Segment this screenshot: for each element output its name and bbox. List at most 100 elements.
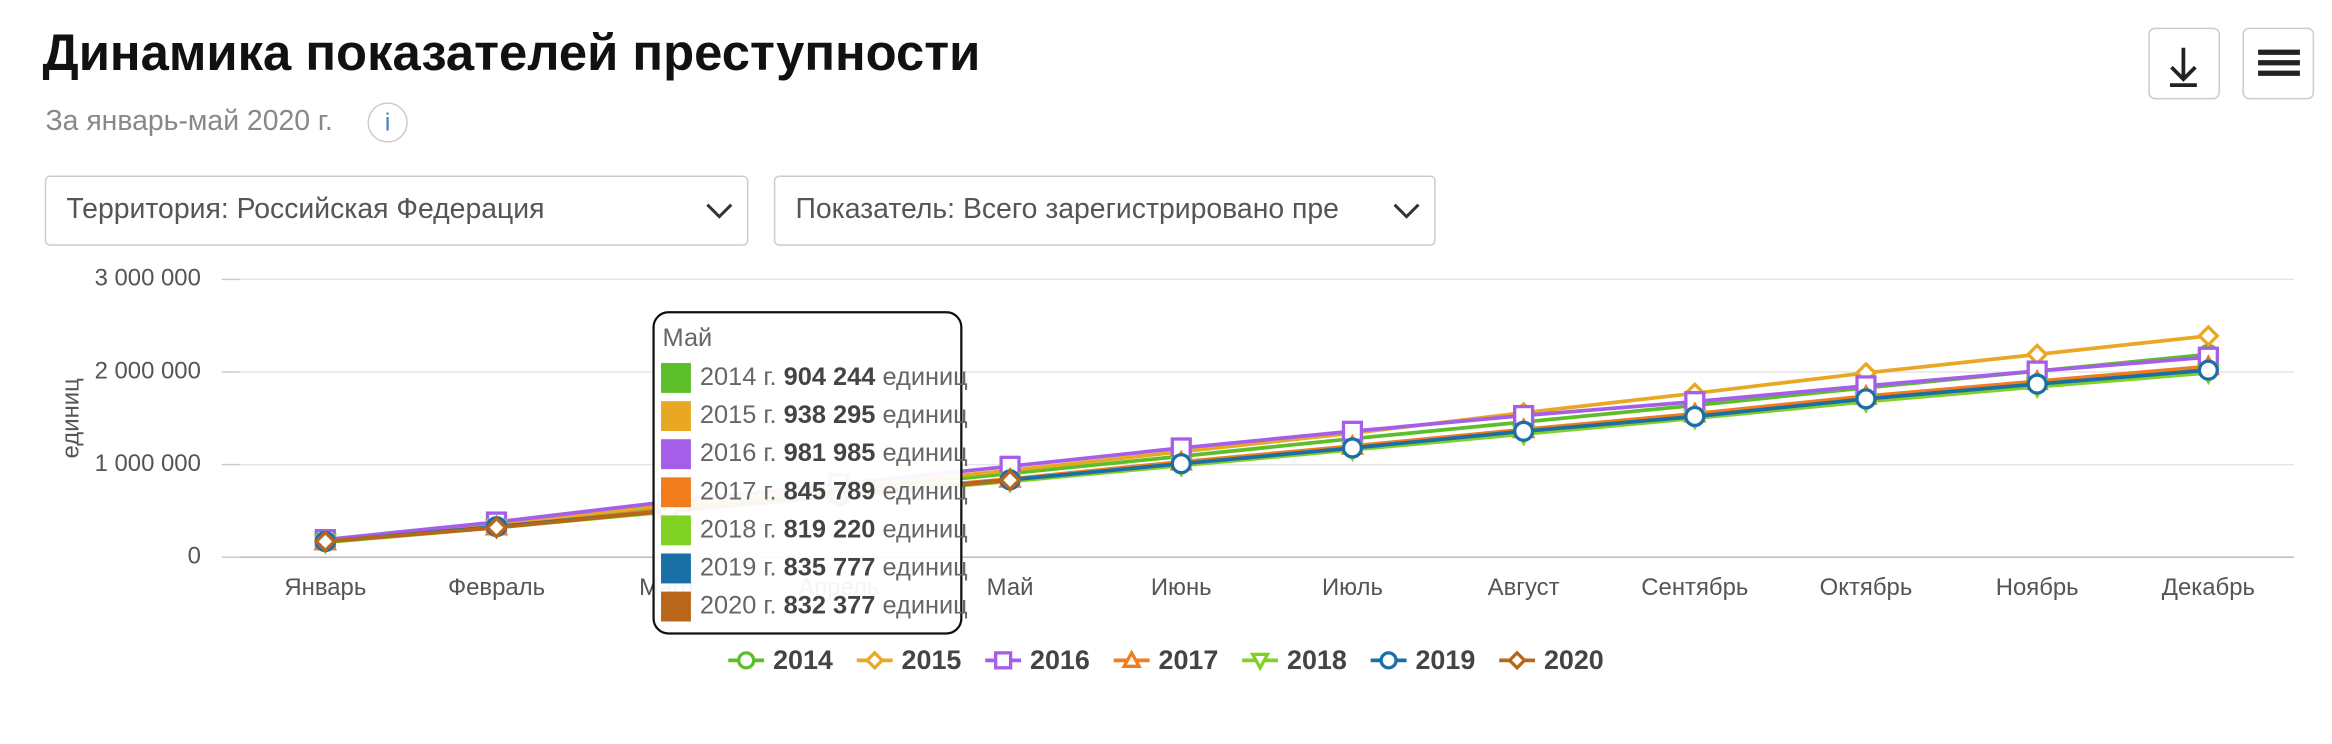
tooltip-part: 904 244 (784, 363, 876, 391)
marker (864, 650, 885, 671)
marker (1249, 652, 1271, 672)
tooltip-swatch (661, 515, 691, 546)
menu-icon (2258, 49, 2300, 76)
tooltip-part: 2020 (700, 591, 756, 619)
marker (2197, 359, 2219, 381)
territory-select[interactable] (44, 175, 749, 246)
tooltip-part: 938 295 (784, 401, 876, 429)
tooltip-swatch (661, 591, 691, 622)
y-tick-label: 3 000 000 (95, 265, 201, 292)
x-tick-label: Октябрь (1820, 574, 1913, 601)
x-tick-label: Август (1488, 574, 1560, 601)
tooltip-part: 2014 (700, 363, 756, 391)
download-icon (2169, 47, 2197, 88)
territory-text: Территория: Российская Федерация (66, 193, 544, 225)
tooltip-part: единиц (882, 515, 967, 543)
marker (1379, 651, 1398, 670)
legend-label: 2017 (1159, 645, 1219, 675)
tooltip-part: единиц (882, 363, 967, 391)
tooltip-swatch (661, 553, 691, 584)
y-tick-label: 0 (188, 543, 201, 570)
title: Динамика показателей преступности (43, 24, 981, 81)
tooltip-part: 2018 (700, 515, 756, 543)
legend-label: 2018 (1287, 645, 1347, 675)
subtitle: За январь-май 2020 г. (46, 105, 333, 137)
tooltip-row: 2015 г. 938 295 единиц (700, 401, 968, 429)
tooltip-swatch (661, 477, 691, 508)
tooltip (652, 311, 963, 635)
marker (1341, 437, 1364, 459)
marker (1121, 649, 1142, 668)
marker (314, 530, 337, 553)
x-tick-label: Июль (1322, 574, 1383, 601)
indicator-select[interactable] (773, 175, 1436, 246)
tooltip-part: единиц (882, 553, 967, 581)
legend-label: 2019 (1415, 645, 1475, 675)
x-tick-label: Сентябрь (1641, 574, 1748, 601)
tooltip-part: г. (763, 401, 776, 429)
marker (485, 516, 508, 539)
marker (1513, 420, 1535, 442)
tooltip-part: г. (763, 363, 776, 391)
legend-label: 2020 (1544, 645, 1604, 675)
marker (1855, 388, 1877, 410)
tooltip-part: 835 777 (784, 553, 876, 581)
tooltip-part: г. (763, 439, 776, 467)
tooltip-swatch (661, 439, 691, 470)
tooltip-part: 845 789 (784, 477, 876, 505)
chevron (1393, 203, 1420, 219)
x-tick-label: Май (987, 574, 1034, 601)
tooltip-row: 2018 г. 819 220 единиц (700, 515, 968, 543)
x-tick-label: Ноябрь (1996, 574, 2079, 601)
indicator-text: Показатель: Всего зарегистрировано пре (795, 193, 1338, 225)
tooltip-row: 2016 г. 981 985 единиц (700, 439, 968, 467)
legend-label: 2015 (902, 645, 962, 675)
marker (1684, 405, 1706, 428)
x-tick-label: Июнь (1151, 574, 1212, 601)
y-tick-label: 1 000 000 (95, 450, 201, 477)
tooltip-part: 2017 (700, 477, 756, 505)
tooltip-part: г. (763, 515, 776, 543)
x-tick-label: Январь (284, 574, 366, 601)
y-tick-label: 2 000 000 (95, 357, 201, 384)
tooltip-row: 2019 г. 835 777 единиц (700, 553, 968, 581)
tooltip-row: 2020 г. 832 377 единиц (700, 591, 968, 619)
tooltip-part: 819 220 (784, 515, 876, 543)
info-icon: i (385, 109, 391, 137)
marker (1507, 650, 1527, 671)
marker (737, 651, 756, 670)
tooltip-part: 2016 (700, 439, 756, 467)
info-button[interactable] (367, 102, 408, 143)
marker (2026, 373, 2048, 395)
series-line (325, 334, 2209, 543)
marker (2197, 324, 2220, 348)
tooltip-swatch (661, 363, 691, 393)
tooltip-part: г. (763, 591, 776, 619)
legend-label: 2016 (1030, 645, 1090, 675)
x-tick-label: Декабрь (2162, 574, 2255, 601)
tooltip-part: 2019 (700, 553, 756, 581)
tooltip-part: единиц (882, 401, 967, 429)
tooltip-row: 2017 г. 845 789 единиц (700, 477, 968, 505)
tooltip-part: 832 377 (784, 591, 876, 619)
tooltip-row: 2014 г. 904 244 единиц (700, 363, 968, 391)
x-tick-label: Февраль (448, 574, 545, 601)
tooltip-part: единиц (882, 591, 967, 619)
y-axis-label: единиц (58, 378, 85, 459)
tooltip-part: единиц (882, 439, 967, 467)
legend-label: 2014 (773, 645, 833, 675)
tooltip-part: 2015 (700, 401, 756, 429)
tooltip-part: г. (763, 553, 776, 581)
marker (994, 651, 1013, 670)
tooltip-part: 981 985 (784, 439, 876, 467)
tooltip-part: г. (763, 477, 776, 505)
tooltip-title: Май (663, 324, 713, 352)
series-line (325, 355, 2209, 542)
chevron (706, 203, 733, 219)
marker (998, 468, 1022, 492)
tooltip-swatch (661, 401, 691, 432)
marker (1170, 453, 1192, 475)
tooltip-part: единиц (882, 477, 967, 505)
